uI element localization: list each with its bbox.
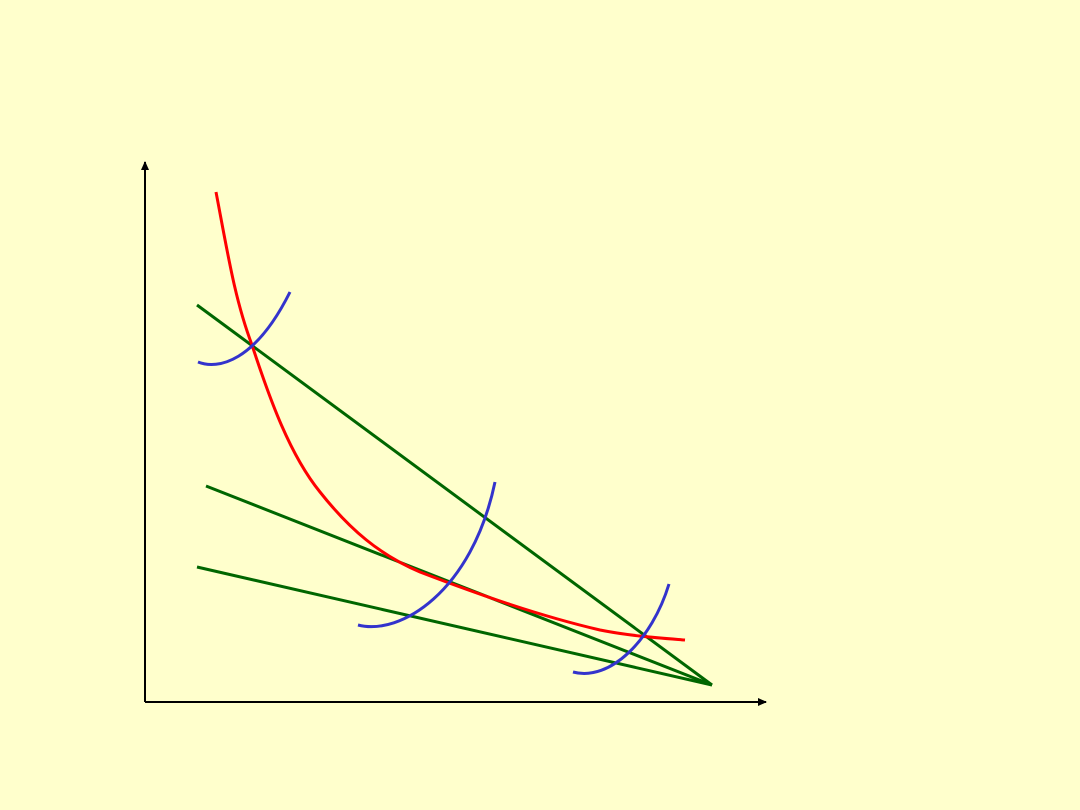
blue-curve — [357, 481, 497, 629]
budget-line — [196, 565, 713, 687]
budget-line — [196, 303, 713, 687]
blue-curve — [572, 583, 671, 675]
blue-curve — [197, 291, 292, 366]
red-curve — [214, 191, 686, 642]
